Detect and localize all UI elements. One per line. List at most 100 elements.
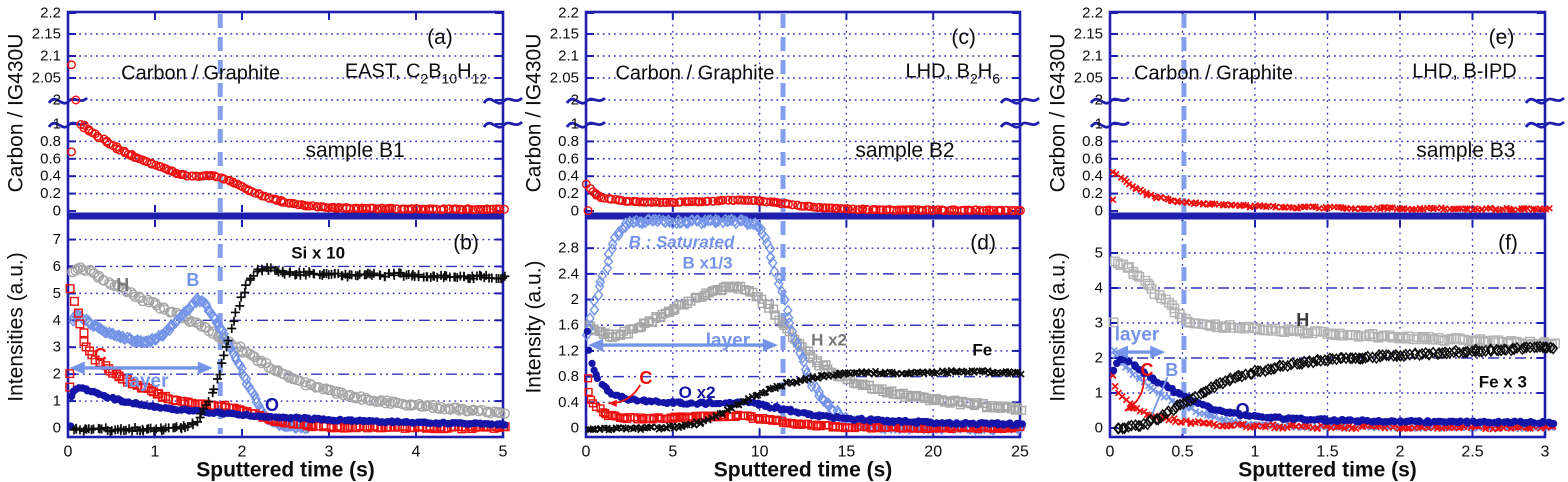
- panel-column-e: 0 0.5 1 1.5 2 2.5 32.22.152.12.05210.80.60.40.…: [1047, 5, 1565, 482]
- annotation-o-x2: O x2: [679, 383, 716, 402]
- annotation--c-: (c): [951, 26, 976, 49]
- y-tick-label: 2: [53, 92, 61, 109]
- y-tick-label: 2.4: [558, 265, 579, 282]
- annotation-carbon-graphite: Carbon / Graphite: [1134, 63, 1293, 85]
- x-tick-label: 20: [924, 444, 942, 461]
- y-tick-label: 2.2: [40, 5, 61, 22]
- annotation-h: H: [1296, 310, 1309, 330]
- annotation--f-: (f): [1498, 232, 1518, 255]
- y-tick-label: 0.6: [40, 150, 61, 167]
- series-carbon-ig430u: [581, 179, 1025, 216]
- y-tick-label: 0: [53, 420, 61, 437]
- series-o: [67, 384, 509, 429]
- x-tick-label: 1.5: [1316, 444, 1338, 461]
- x-tick-label: 25: [1011, 444, 1029, 461]
- annotation-b-x1-3: B x1/3: [682, 253, 732, 272]
- annotation-carbon-graphite: Carbon / Graphite: [615, 63, 774, 85]
- x-axis-title: Sputtered time (s): [714, 459, 893, 482]
- y-tick-label: 1.6: [558, 317, 579, 334]
- annotation-layer: layer: [1115, 325, 1160, 346]
- series-o-x2: [583, 327, 1026, 430]
- layer-arrowhead-left: [588, 338, 604, 352]
- y-tick-label: 0: [571, 420, 579, 437]
- y-tick-label: 7: [53, 231, 61, 248]
- series-fe: [584, 366, 1025, 434]
- layer-arrowhead-right: [197, 361, 213, 375]
- y-tick-label: 0.4: [558, 394, 579, 411]
- x-tick-label: 1: [151, 444, 160, 461]
- annotation-fe: Fe: [972, 340, 992, 359]
- y-tick-label: 2.1: [1082, 48, 1103, 65]
- y-tick-label: 1: [53, 393, 61, 410]
- y-tick-label: 4: [53, 312, 61, 329]
- y-tick-label: 0.4: [1082, 168, 1103, 185]
- annotation-b: B: [186, 270, 199, 290]
- x-tick-label: 2.5: [1461, 444, 1483, 461]
- pointer-line: [1151, 376, 1169, 415]
- annotation--d-: (d): [970, 232, 996, 255]
- x-tick-label: 2: [1396, 444, 1405, 461]
- y-tick-label: 0.6: [558, 150, 579, 167]
- y-tick-label: 2.05: [32, 70, 61, 87]
- annotation-formula: EAST, C2B10H12: [345, 61, 488, 87]
- series-carbon-ig430u: [76, 119, 509, 215]
- y-tick-label: 0.8: [558, 368, 579, 385]
- annotation-sample-b3: sample B3: [1416, 139, 1515, 162]
- x-tick-label: 4: [412, 444, 421, 461]
- y-tick-label: 2.2: [1082, 5, 1103, 22]
- x-tick-label: 0: [582, 444, 591, 461]
- x-tick-label: 5: [499, 444, 508, 461]
- x-tick-label: 0.5: [1171, 444, 1193, 461]
- series-h: [1109, 256, 1561, 350]
- annotation-carbon-graphite: Carbon / Graphite: [121, 63, 280, 85]
- annotation-fe-x-3: Fe x 3: [1479, 372, 1527, 391]
- annotation-sample-b2: sample B2: [855, 139, 954, 162]
- y-tick-label: 0.2: [40, 185, 61, 202]
- annotation-si-x-10: Si x 10: [291, 243, 345, 262]
- y-tick-label: 0: [1095, 203, 1103, 220]
- annotation-o: O: [1236, 400, 1250, 420]
- annotation-layer: layer: [706, 331, 751, 352]
- y-tick-label: 2: [53, 366, 61, 383]
- y-tick-label: 0.8: [558, 133, 579, 150]
- y-tick-label: 0.8: [40, 133, 61, 150]
- y-tick-label: 2: [571, 92, 579, 109]
- y-tick-label: 2.05: [1074, 70, 1103, 87]
- x-tick-label: 10: [751, 444, 769, 461]
- annotation-b-saturated: B : Saturated: [629, 232, 735, 251]
- annotation-b: B: [1165, 360, 1178, 380]
- y-tick-label: 1: [1095, 385, 1103, 402]
- x-axis-title: Sputtered time (s): [196, 459, 375, 482]
- x-tick-label: 1: [1251, 444, 1260, 461]
- y-tick-label: 2.2: [558, 5, 579, 22]
- layer-arrowhead-left: [1113, 345, 1129, 359]
- y-tick-label: 2: [1095, 92, 1103, 109]
- y-tick-label: 2.15: [1074, 26, 1103, 43]
- panel-column-a: 0 1 2 3 4 52.22.152.12.05210.80.60.40.2076543…: [5, 5, 523, 482]
- annotation--a-: (a): [427, 26, 453, 49]
- y-axis-title-top: Carbon / IG430U: [523, 34, 546, 193]
- pointer-arrowhead: [608, 399, 617, 408]
- y-tick-label: 5: [1095, 245, 1103, 262]
- y-axis-title-top: Carbon / IG430U: [1047, 34, 1070, 193]
- x-tick-label: 5: [668, 444, 677, 461]
- series-carbon-ig430u-outlier: [1109, 196, 1117, 204]
- series-fe-x-3: [1113, 340, 1559, 435]
- y-tick-label: 2.05: [550, 70, 579, 87]
- y-tick-label: 0: [1095, 420, 1103, 437]
- y-tick-label: 2.1: [40, 48, 61, 65]
- x-axis-title: Sputtered time (s): [1238, 459, 1417, 482]
- x-tick-label: 3: [1541, 444, 1550, 461]
- y-tick-label: 5: [53, 285, 61, 302]
- annotation-layer: layer: [124, 371, 169, 392]
- y-tick-label: 1: [571, 116, 579, 133]
- series-o: [1109, 355, 1558, 428]
- y-axis-title-bottom: Intensities (a.u.): [1047, 252, 1070, 401]
- annotation-c: C: [639, 368, 652, 388]
- x-tick-label: 0: [64, 444, 73, 461]
- x-tick-label: 2: [238, 444, 247, 461]
- y-tick-label: 2: [571, 291, 579, 308]
- y-tick-label: 1: [1095, 116, 1103, 133]
- y-tick-label: 0: [53, 203, 61, 220]
